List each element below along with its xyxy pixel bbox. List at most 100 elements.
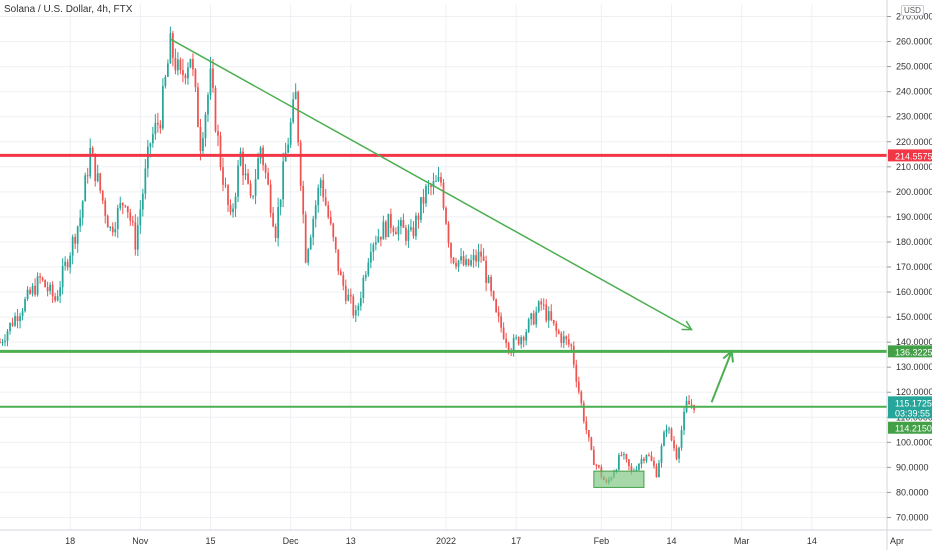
candle-body: [555, 323, 558, 331]
candle-body: [172, 33, 174, 58]
candle-body: [71, 236, 74, 256]
candle-body: [497, 312, 500, 317]
candle-body: [14, 316, 16, 326]
candle-body: [470, 260, 472, 266]
current-price-tag-text: 115.1725: [895, 398, 932, 408]
candle-body: [174, 57, 177, 71]
candle-body: [24, 299, 26, 312]
candle-body: [665, 429, 668, 433]
candle-body: [277, 206, 280, 239]
candle-body: [114, 229, 117, 233]
x-tick-label: 14: [667, 536, 677, 546]
candle-body: [660, 445, 663, 464]
candle-body: [74, 236, 77, 244]
candle-body: [618, 455, 620, 470]
candle-body: [289, 122, 292, 145]
consolidation-box[interactable]: [593, 470, 645, 488]
candle-body: [354, 310, 357, 316]
candle-body: [475, 255, 477, 262]
candle-body: [410, 227, 412, 230]
chart-title: Solana / U.S. Dollar, 4h, FTX: [4, 4, 133, 15]
candle-body: [420, 197, 422, 220]
candle-body: [302, 185, 305, 215]
drawing-layer: [0, 38, 887, 488]
candle-body: [177, 59, 179, 71]
y-tick-label: 90.0000: [896, 462, 929, 472]
candle-body: [364, 274, 367, 278]
candle-body: [369, 252, 372, 263]
candle-body: [359, 297, 362, 307]
candle-body: [445, 207, 447, 224]
candle-body: [46, 287, 49, 292]
candle-body: [21, 311, 24, 317]
candle-body: [249, 183, 252, 196]
candle-body: [179, 59, 182, 71]
candle-body: [402, 220, 405, 228]
candle-body: [232, 208, 234, 213]
candle-body: [51, 284, 54, 297]
candle-body: [59, 287, 62, 297]
candle-body: [11, 322, 14, 326]
y-tick-label: 80.0000: [896, 487, 929, 497]
currency-label[interactable]: USD: [901, 5, 924, 16]
candle-body: [670, 428, 673, 441]
candle-body: [507, 342, 510, 350]
x-tick-label: 14: [807, 536, 817, 546]
candle-body: [257, 158, 259, 180]
candle-body: [4, 340, 6, 343]
candle-body: [575, 364, 578, 382]
candle-body: [557, 330, 560, 334]
candle-body: [227, 185, 229, 206]
x-tick-label: 15: [205, 536, 215, 546]
candle-body: [91, 147, 94, 154]
candle-body: [570, 344, 573, 347]
candle-body: [312, 218, 315, 238]
candle-body: [242, 151, 244, 176]
candle-body: [212, 68, 214, 88]
candle-body: [379, 236, 382, 240]
candle-body: [395, 231, 397, 235]
x-tick-label: Nov: [132, 536, 149, 546]
candle-body: [284, 152, 287, 162]
projection-arrowhead: [722, 349, 735, 363]
candle-body: [362, 277, 365, 298]
candle-body: [425, 185, 427, 204]
candle-body: [16, 316, 19, 322]
candle-body: [167, 63, 169, 77]
candle-body: [202, 138, 204, 152]
candle-body: [64, 261, 67, 266]
candle-body: [131, 220, 134, 223]
candle-body: [485, 260, 487, 283]
candle-body: [590, 437, 593, 450]
projection-arrow[interactable]: [710, 351, 733, 403]
y-tick-label: 180.0000: [896, 237, 932, 247]
candle-body: [56, 296, 59, 301]
candle-body: [587, 430, 590, 438]
trend-line[interactable]: [170, 38, 692, 331]
candle-body: [344, 285, 347, 301]
candle-body: [189, 58, 192, 68]
candle-body: [274, 226, 277, 239]
candle-body: [648, 455, 650, 457]
candle-body: [134, 222, 137, 250]
candle-body: [517, 337, 520, 345]
candle-body: [349, 294, 352, 297]
y-tick-label: 150.0000: [896, 312, 932, 322]
support-price-tag-text: 136.3225: [895, 347, 932, 357]
candle-body: [84, 175, 87, 202]
candle-body: [390, 213, 392, 228]
candle-body: [44, 280, 46, 288]
candle-body: [136, 225, 139, 250]
candle-body: [339, 271, 342, 276]
candle-body: [317, 187, 320, 206]
y-tick-label: 220.0000: [896, 137, 932, 147]
candle-body: [628, 459, 630, 467]
y-tick-label: 120.0000: [896, 387, 932, 397]
candle-body: [159, 124, 162, 129]
y-tick-label: 100.0000: [896, 437, 932, 447]
y-tick-label: 240.0000: [896, 87, 932, 97]
candle-body: [164, 76, 167, 87]
candle-body: [151, 134, 154, 144]
candle-body: [0, 342, 1, 344]
